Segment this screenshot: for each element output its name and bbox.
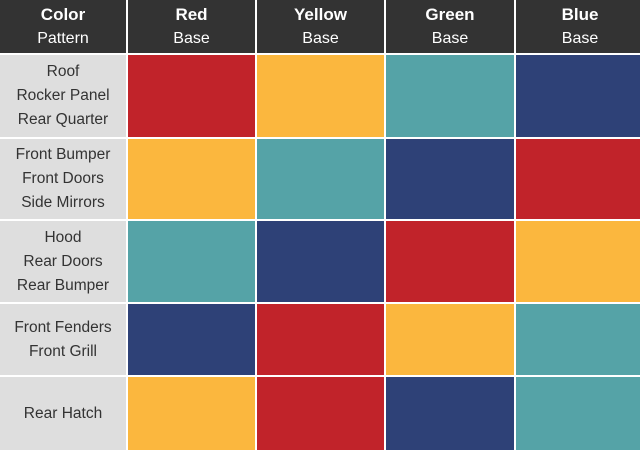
part-name: Roof	[46, 63, 80, 80]
color-cell	[516, 377, 640, 450]
header-text: Blue	[561, 4, 599, 24]
part-name: Front Fenders	[14, 318, 112, 336]
color-cell	[516, 221, 640, 302]
color-cell	[386, 304, 514, 375]
color-cell	[386, 377, 514, 450]
color-cell	[516, 304, 640, 375]
color-cell	[257, 377, 384, 450]
color-cell	[516, 55, 640, 137]
color-cell	[386, 221, 514, 302]
color-cell	[516, 139, 640, 219]
part-name: Front Doors	[22, 170, 104, 187]
part-name: Side Mirrors	[21, 194, 105, 211]
color-cell	[128, 304, 255, 375]
color-cell	[128, 221, 255, 302]
part-name: Front Bumper	[15, 146, 111, 163]
header-cell: Color Pattern	[0, 0, 126, 53]
part-name: Rear Bumper	[16, 276, 110, 294]
header-cell: Green Base	[386, 0, 514, 53]
color-cell	[257, 304, 384, 375]
header-text: Base	[173, 29, 210, 47]
header-text: Red	[175, 4, 208, 24]
header-cell: Blue Base	[516, 0, 640, 53]
color-cell	[386, 139, 514, 219]
color-cell	[128, 55, 255, 137]
row-label: Roof Rocker Panel Rear Quarter	[0, 55, 126, 137]
color-cell	[386, 55, 514, 137]
header-text: Base	[431, 29, 469, 47]
part-name: Front Grill	[28, 342, 98, 360]
header-text: Base	[302, 29, 339, 47]
color-cell	[257, 55, 384, 137]
row-label: Front Bumper Front Doors Side Mirrors	[0, 139, 126, 219]
color-cell	[128, 377, 255, 450]
part-name: Hood	[44, 228, 82, 246]
header-text: Green	[425, 4, 475, 24]
row-label: Rear Hatch	[0, 377, 126, 450]
header-text: Pattern	[37, 29, 89, 47]
part-name: Rear Quarter	[17, 111, 109, 128]
part-name: Rocker Panel	[16, 87, 110, 104]
header-text: Base	[561, 29, 599, 47]
row-label: Front Fenders Front Grill	[0, 304, 126, 375]
color-cell	[257, 221, 384, 302]
part-name: Rear Doors	[23, 252, 103, 270]
header-cell: Red Base	[128, 0, 255, 53]
color-cell	[257, 139, 384, 219]
part-name: Rear Hatch	[23, 404, 103, 422]
header-text: Color	[40, 4, 86, 24]
header-cell: Yellow Base	[257, 0, 384, 53]
color-cell	[128, 139, 255, 219]
row-label: Hood Rear Doors Rear Bumper	[0, 221, 126, 302]
header-text: Yellow	[294, 4, 347, 24]
